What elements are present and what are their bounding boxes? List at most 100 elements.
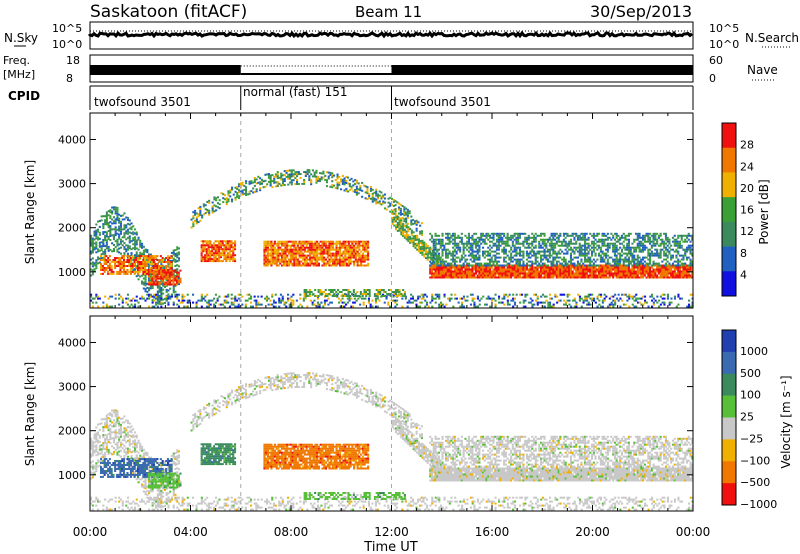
power-cell (606, 268, 609, 271)
power-cell (160, 281, 163, 284)
power-cell (673, 270, 676, 273)
power-cell (571, 266, 574, 269)
power-cell (358, 246, 361, 249)
power-cell (561, 240, 564, 243)
power-cell (177, 273, 180, 276)
power-cell (284, 254, 287, 257)
power-cell (682, 272, 685, 275)
power-cell (337, 246, 340, 249)
power-cell (317, 258, 320, 261)
power-cell (429, 266, 432, 269)
power-cell (297, 171, 300, 174)
power-cell (638, 264, 641, 267)
power-cell (281, 252, 284, 255)
power-cell (269, 178, 272, 181)
power-cell (234, 258, 237, 261)
power-cell (686, 246, 689, 249)
power-cell (133, 272, 136, 275)
power-cell (117, 261, 120, 263)
power-cell (223, 254, 226, 257)
power-cell (654, 270, 657, 273)
power-cell (202, 256, 205, 259)
power-cell (134, 232, 137, 235)
power-cell (111, 250, 114, 253)
power-cell (576, 270, 579, 273)
power-cell (645, 234, 648, 237)
power-cell (640, 248, 643, 251)
power-cell (105, 261, 108, 263)
power-cell (299, 173, 302, 175)
power-cell (335, 242, 338, 245)
power-cell (158, 275, 161, 278)
power-cell (518, 274, 521, 277)
power-cell (589, 244, 592, 247)
power-cell (578, 262, 581, 265)
power-cell (460, 256, 463, 259)
power-cell (441, 264, 444, 267)
power-cell (195, 218, 198, 221)
power-cell (636, 274, 639, 277)
power-cell (138, 263, 141, 265)
power-cell (153, 281, 156, 284)
power-cell (598, 244, 601, 247)
power-cell (328, 244, 331, 247)
power-cell (636, 262, 639, 265)
power-cell (624, 248, 627, 251)
power-cell (134, 242, 137, 245)
power-cell (365, 264, 368, 267)
power-cell (513, 266, 516, 269)
power-cell (687, 272, 690, 275)
power-cell (232, 248, 235, 251)
power-cell (663, 250, 666, 253)
power-cell (166, 255, 169, 258)
power-cell (416, 234, 419, 237)
power-cell (336, 177, 339, 180)
power-cell (487, 264, 490, 267)
power-cell (282, 182, 285, 185)
power-cell (548, 272, 551, 275)
power-cell (576, 268, 579, 271)
power-cell (543, 242, 546, 245)
power-cell (642, 270, 645, 273)
power-cell (571, 270, 574, 273)
power-cell (333, 254, 336, 257)
power-cell (116, 208, 119, 211)
power-cell (482, 234, 485, 237)
power-cell (194, 219, 197, 222)
power-cell (172, 273, 175, 276)
power-cell (601, 276, 604, 279)
power-cell (200, 246, 203, 249)
power-cell (337, 248, 340, 251)
power-cell (469, 246, 472, 249)
power-cell (231, 198, 234, 201)
power-cell (443, 272, 446, 275)
power-cell (108, 269, 111, 271)
power-cell (335, 254, 338, 257)
power-cell (209, 244, 212, 247)
power-cell (504, 240, 507, 243)
power-cell (664, 248, 667, 251)
power-cell (336, 181, 339, 184)
power-cell (321, 254, 324, 257)
power-cell (321, 250, 324, 253)
power-cell (314, 244, 317, 247)
power-cell (601, 272, 604, 275)
power-cell (354, 242, 357, 245)
power-cell (335, 244, 338, 247)
power-cell (229, 191, 232, 194)
power-cell (225, 250, 228, 253)
power-cell (480, 238, 483, 241)
power-cell (368, 195, 371, 197)
power-cell (571, 262, 574, 265)
power-cell (589, 276, 592, 279)
power-cell (656, 262, 659, 265)
power-cell (130, 252, 133, 255)
power-cell (298, 250, 301, 253)
power-cell (496, 260, 499, 263)
power-cell (554, 272, 557, 275)
power-cell (214, 260, 217, 263)
power-cell (144, 255, 147, 258)
power-cell (589, 264, 592, 267)
power-cell (147, 271, 150, 274)
power-cell (158, 261, 161, 263)
